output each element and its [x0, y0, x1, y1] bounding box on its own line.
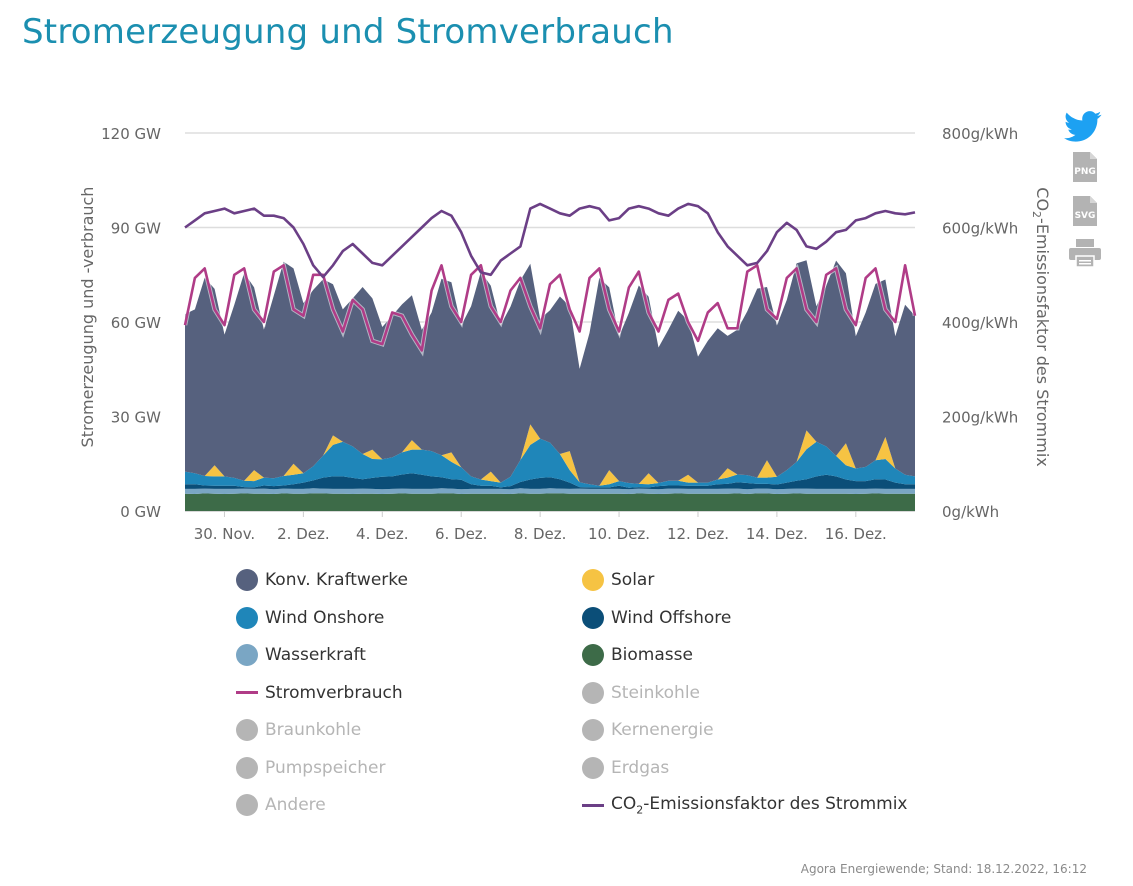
y-tick-label: 120 GW — [101, 125, 161, 143]
legend-item-verbrauch[interactable]: Stromverbrauch — [236, 680, 403, 706]
legend-item-biomasse[interactable]: Biomasse — [582, 642, 693, 668]
legend-dot-swatch — [236, 644, 258, 666]
y2-tick-label: 600g/kWh — [942, 220, 1018, 238]
x-tick-label: 2. Dez. — [277, 525, 330, 543]
y-tick-label: 0 GW — [120, 503, 161, 521]
area-stack — [185, 260, 915, 511]
legend-dot-swatch — [236, 719, 258, 741]
png-label: PNG — [1074, 167, 1096, 177]
printer-icon[interactable] — [1068, 238, 1102, 268]
legend-dot-swatch — [582, 719, 604, 741]
legend-line-swatch — [236, 691, 258, 694]
legend-label: Kernenergie — [611, 720, 714, 740]
legend-dot-swatch — [236, 606, 258, 629]
x-tick-label: 6. Dez. — [435, 525, 488, 543]
y-axis-title: Stromerzeugung und -verbrauch — [78, 187, 97, 448]
y2-tick-label: 400g/kWh — [942, 314, 1018, 332]
legend-label: Biomasse — [611, 645, 693, 665]
legend-item-wind_on[interactable]: Wind Onshore — [236, 605, 384, 631]
legend-line-swatch — [582, 803, 604, 807]
series-area-wasser — [185, 488, 915, 494]
legend-item-wind_off[interactable]: Wind Offshore — [582, 605, 731, 631]
legend-label: CO2-Emissionsfaktor des Strommix — [611, 793, 908, 817]
y2-tick-label: 0g/kWh — [942, 503, 999, 521]
legend-dot-swatch — [236, 794, 258, 816]
series-area-wind_on — [185, 438, 915, 488]
png-download-icon[interactable]: PNG — [1071, 150, 1099, 184]
legend-dot-swatch — [582, 644, 604, 666]
legend-item-solar[interactable]: Solar — [582, 567, 654, 593]
legend-item-wasser[interactable]: Wasserkraft — [236, 642, 366, 668]
x-tick-label: 8. Dez. — [514, 525, 567, 543]
y-tick-label: 90 GW — [111, 220, 161, 238]
legend-label: Wind Onshore — [265, 607, 385, 628]
legend-item-andere[interactable]: Andere — [236, 792, 326, 818]
y2-axis-title: CO2-Emissionsfaktor des Strommix — [1030, 187, 1052, 466]
twitter-icon[interactable] — [1064, 110, 1102, 144]
legend-dot-swatch — [236, 569, 258, 591]
series-line-verbrauch — [183, 264, 917, 352]
legend-item-braunkohle[interactable]: Braunkohle — [236, 717, 361, 743]
legend-item-erdgas[interactable]: Erdgas — [582, 755, 669, 781]
x-tick-label: 4. Dez. — [356, 525, 409, 543]
source-note: Agora Energiewende; Stand: 18.12.2022, 1… — [800, 862, 1087, 876]
y-tick-label: 60 GW — [111, 314, 161, 332]
legend-item-kernenergie[interactable]: Kernenergie — [582, 717, 714, 743]
x-tick-label: 12. Dez. — [667, 525, 729, 543]
series-area-konv — [185, 260, 915, 486]
page-title: Stromerzeugung und Stromverbrauch — [22, 12, 674, 52]
legend-item-co2[interactable]: CO2-Emissionsfaktor des Strommix — [582, 792, 908, 818]
legend-item-konv[interactable]: Konv. Kraftwerke — [236, 567, 408, 593]
x-tick-label: 30. Nov. — [194, 525, 256, 543]
series-area-biomasse — [185, 493, 915, 511]
x-tick-label: 10. Dez. — [588, 525, 650, 543]
svg-download-icon[interactable]: SVG — [1071, 194, 1099, 228]
legend-label: Solar — [611, 570, 655, 590]
legend-item-pumpspeicher[interactable]: Pumpspeicher — [236, 755, 385, 781]
y2-tick-label: 200g/kWh — [942, 409, 1018, 427]
legend-dot-swatch — [582, 756, 604, 779]
x-tick-label: 14. Dez. — [746, 525, 808, 543]
legend-label: Steinkohle — [611, 682, 701, 703]
series-line-co2 — [184, 202, 916, 279]
y-tick-label: 30 GW — [111, 409, 161, 427]
legend-dot-swatch — [582, 606, 604, 629]
legend-label: Wind Offshore — [611, 607, 732, 628]
legend-label: Erdgas — [611, 757, 670, 778]
svg-label: SVG — [1075, 211, 1096, 221]
series-area-wind_off — [185, 473, 915, 490]
series-area-solar — [185, 424, 915, 486]
x-tick-label: 16. Dez. — [825, 525, 887, 543]
legend-dot-swatch — [582, 569, 604, 591]
legend-dot-swatch — [236, 756, 258, 779]
y2-tick-label: 800g/kWh — [942, 125, 1018, 143]
legend-label: Pumpspeicher — [265, 757, 386, 778]
legend-label: Stromverbrauch — [265, 682, 403, 703]
legend-label: Wasserkraft — [265, 645, 366, 665]
legend-label: Braunkohle — [265, 720, 362, 740]
legend-label: Konv. Kraftwerke — [265, 570, 408, 590]
legend-dot-swatch — [582, 681, 604, 704]
legend-item-steinkohle[interactable]: Steinkohle — [582, 680, 700, 706]
legend-label: Andere — [265, 795, 326, 815]
